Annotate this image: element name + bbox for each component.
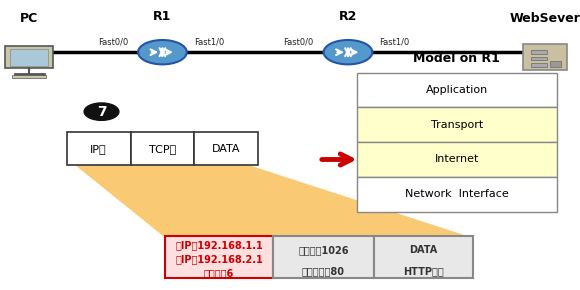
FancyBboxPatch shape <box>273 236 374 278</box>
Text: WebSever: WebSever <box>510 12 580 25</box>
Text: HTTP荷载: HTTP荷载 <box>403 266 444 276</box>
Text: DATA: DATA <box>409 245 437 255</box>
Text: Internet: Internet <box>434 155 479 164</box>
FancyBboxPatch shape <box>357 107 557 142</box>
Text: 源端口号1026: 源端口号1026 <box>298 245 349 255</box>
FancyBboxPatch shape <box>357 72 557 107</box>
Text: Fast0/0: Fast0/0 <box>284 37 314 46</box>
FancyBboxPatch shape <box>374 236 473 278</box>
Text: Model on R1: Model on R1 <box>414 52 500 65</box>
Text: 7: 7 <box>97 105 106 119</box>
Circle shape <box>138 40 187 64</box>
Text: R2: R2 <box>339 10 357 23</box>
Circle shape <box>324 40 372 64</box>
Text: IP头: IP头 <box>90 144 107 154</box>
FancyBboxPatch shape <box>523 44 567 70</box>
Text: Network  Interface: Network Interface <box>405 189 509 199</box>
Polygon shape <box>75 165 473 238</box>
Text: Application: Application <box>426 85 488 95</box>
Circle shape <box>84 103 119 120</box>
Text: R1: R1 <box>153 10 172 23</box>
Text: 源IP：192.168.1.1: 源IP：192.168.1.1 <box>175 240 263 251</box>
FancyBboxPatch shape <box>194 132 258 165</box>
FancyBboxPatch shape <box>550 61 561 67</box>
FancyBboxPatch shape <box>357 142 557 177</box>
FancyBboxPatch shape <box>357 177 557 212</box>
Text: TCP头: TCP头 <box>149 144 176 154</box>
Text: Transport: Transport <box>430 120 483 130</box>
FancyBboxPatch shape <box>12 75 46 78</box>
Text: 目的端口号80: 目的端口号80 <box>302 266 345 276</box>
Text: Fast0/0: Fast0/0 <box>98 37 128 46</box>
Text: 目IP：192.168.2.1: 目IP：192.168.2.1 <box>175 255 263 264</box>
FancyBboxPatch shape <box>165 236 273 278</box>
FancyBboxPatch shape <box>130 132 194 165</box>
Text: 协议号：6: 协议号：6 <box>204 269 234 278</box>
FancyBboxPatch shape <box>5 46 53 68</box>
FancyBboxPatch shape <box>531 57 547 60</box>
FancyBboxPatch shape <box>10 49 48 66</box>
Text: Fast1/0: Fast1/0 <box>379 37 409 46</box>
Text: DATA: DATA <box>212 144 241 154</box>
FancyBboxPatch shape <box>67 132 130 165</box>
FancyBboxPatch shape <box>531 50 547 54</box>
FancyBboxPatch shape <box>531 63 547 67</box>
Text: PC: PC <box>20 12 38 25</box>
Text: Fast1/0: Fast1/0 <box>194 37 224 46</box>
